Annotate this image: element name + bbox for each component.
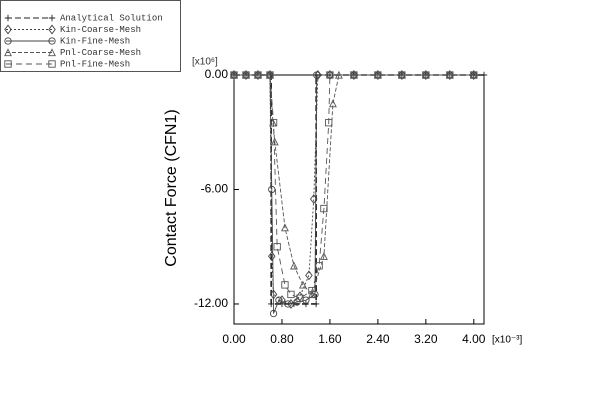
series-line [234, 74, 474, 299]
marker [275, 296, 283, 304]
marker [315, 262, 323, 270]
marker [273, 243, 281, 251]
legend-label: Pnl-Fine-Mesh [60, 59, 130, 69]
legend-marker [48, 60, 56, 68]
marker [422, 70, 430, 80]
legend-marker [4, 48, 12, 57]
x-tick-label: 1.60 [318, 332, 342, 346]
marker [269, 119, 278, 127]
legend-box [0, 0, 181, 72]
y-multiplier: [x10⁶] [192, 57, 218, 68]
marker [374, 71, 382, 79]
series-line [234, 74, 474, 305]
y-tick-label: -6.00 [201, 182, 229, 196]
x-tick-label: 4.00 [462, 332, 486, 346]
marker [268, 185, 276, 194]
legend-marker [48, 48, 56, 57]
marker [287, 290, 295, 299]
legend-marker [4, 14, 12, 22]
y-tick-label: 0.00 [205, 67, 229, 81]
marker [281, 281, 289, 289]
marker [328, 99, 337, 108]
series-line [234, 74, 474, 314]
marker [374, 70, 382, 80]
marker [296, 294, 304, 302]
marker [254, 70, 262, 80]
marker [313, 71, 321, 79]
marker [350, 70, 358, 80]
marker [278, 295, 286, 306]
marker [480, 71, 488, 79]
marker [325, 119, 333, 127]
x-tick-label: 0.80 [270, 332, 294, 346]
marker [299, 280, 307, 289]
marker [242, 71, 250, 79]
marker [302, 300, 310, 308]
legend-label: Analytical Solution [60, 13, 163, 23]
marker [470, 70, 478, 80]
marker [284, 300, 292, 308]
marker [242, 70, 250, 80]
marker [230, 70, 238, 80]
marker [308, 286, 316, 295]
marker [266, 71, 274, 79]
marker [470, 71, 478, 79]
legend-label: Kin-Fine-Mesh [60, 36, 130, 46]
marker [334, 70, 343, 79]
legend-marker [4, 24, 12, 35]
x-tick-label: 2.40 [366, 332, 390, 346]
marker [305, 270, 313, 281]
marker [398, 70, 406, 80]
y-tick-label: -12.00 [194, 296, 228, 310]
legend-marker [48, 14, 56, 22]
marker [281, 223, 289, 232]
legend-marker [48, 37, 56, 45]
legend-marker [48, 24, 56, 35]
marker [326, 71, 334, 79]
marker [319, 252, 328, 260]
marker [422, 71, 430, 79]
x-tick-label: 3.20 [414, 332, 438, 346]
marker [270, 137, 279, 146]
marker [290, 261, 298, 270]
legend-marker [4, 37, 12, 45]
marker [230, 71, 238, 79]
marker [446, 71, 454, 79]
marker [398, 71, 406, 79]
marker [350, 71, 358, 79]
marker [254, 71, 262, 79]
marker [308, 290, 316, 299]
legend-label: Pnl-Coarse-Mesh [60, 48, 141, 58]
marker [446, 70, 454, 80]
legend-label: Kin-Coarse-Mesh [60, 25, 141, 35]
marker [268, 251, 276, 262]
x-multiplier: [x10⁻³] [492, 335, 523, 346]
x-tick-label: 0.00 [222, 332, 246, 346]
marker [269, 309, 278, 318]
y-axis-label: Contact Force (CFN1) [163, 109, 180, 266]
marker [320, 204, 328, 213]
legend-marker [4, 60, 12, 68]
marker [312, 300, 320, 308]
